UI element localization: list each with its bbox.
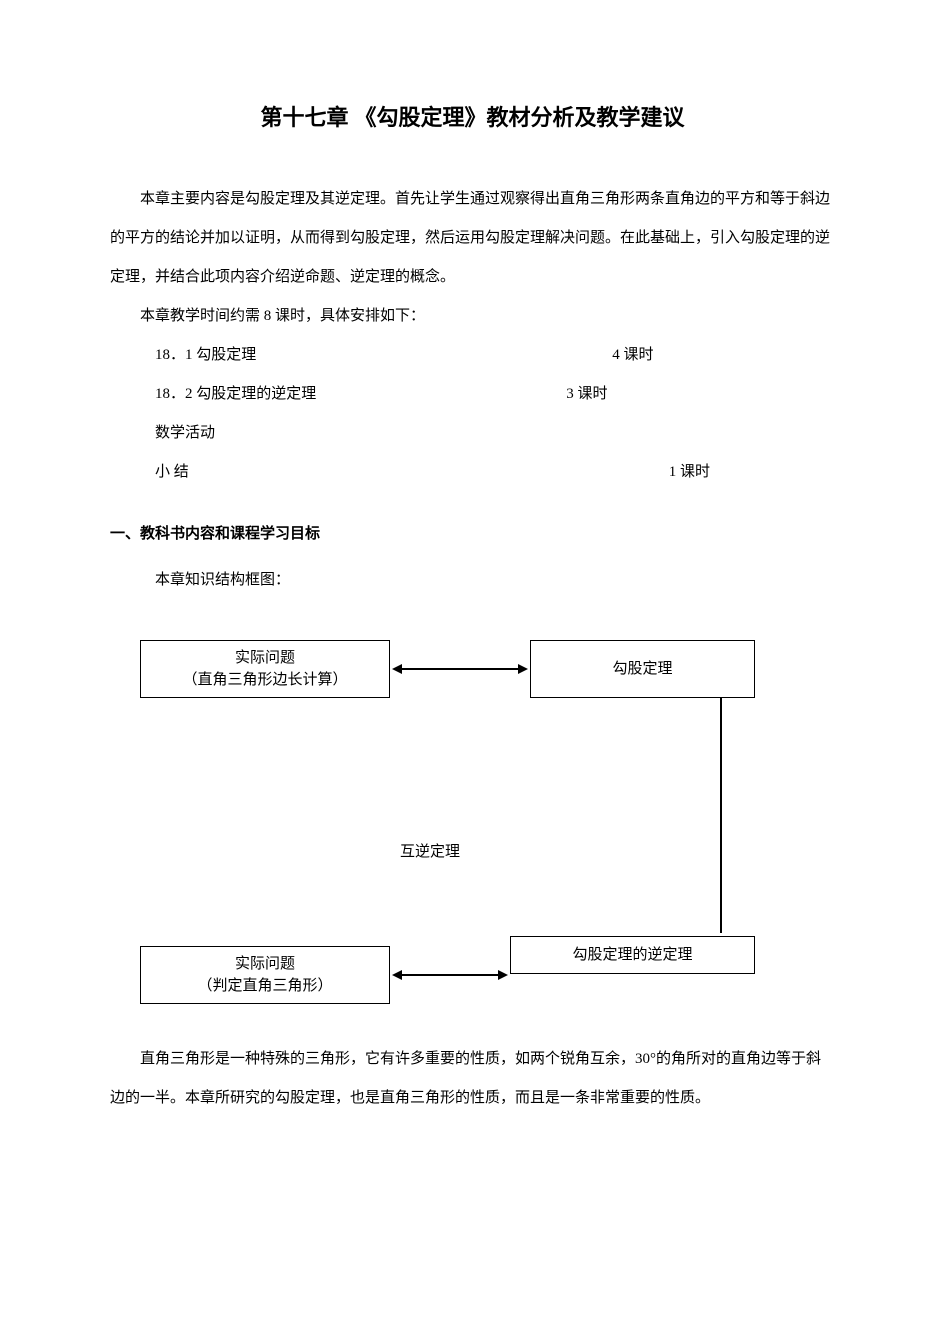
box-text: 实际问题 [235, 953, 295, 976]
diagram-box-top-right: 勾股定理 [530, 640, 755, 698]
box-text: （判定直角三角形） [197, 975, 332, 998]
schedule-intro: 本章教学时间约需 8 课时，具体安排如下： [110, 297, 835, 336]
schedule-row: 数学活动 [110, 414, 835, 453]
schedule-row: 18．2 勾股定理的逆定理 3 课时 [110, 375, 835, 414]
arrow-head-icon [392, 664, 402, 674]
diagram-center-label: 互逆定理 [400, 840, 460, 861]
section-1-heading: 一、教科书内容和课程学习目标 [110, 522, 835, 543]
arrow-head-icon [498, 970, 508, 980]
box-text: （直角三角形边长计算） [182, 669, 347, 692]
closing-paragraph: 直角三角形是一种特殊的三角形，它有许多重要的性质，如两个锐角互余，30°的角所对… [110, 1040, 835, 1118]
diagram-box-bottom-right: 勾股定理的逆定理 [510, 936, 755, 974]
diagram-box-bottom-left: 实际问题 （判定直角三角形） [140, 946, 390, 1004]
schedule-hours: 3 课时 [566, 375, 607, 414]
intro-paragraph: 本章主要内容是勾股定理及其逆定理。首先让学生通过观察得出直角三角形两条直角边的平… [110, 180, 835, 297]
arrow-line-icon [400, 668, 520, 670]
schedule-label: 数学活动 [155, 414, 215, 453]
schedule-hours: 4 课时 [612, 336, 653, 375]
schedule-row: 小 结 1 课时 [110, 453, 835, 492]
schedule-label: 18．2 勾股定理的逆定理 [155, 375, 316, 414]
schedule-row: 18．1 勾股定理 4 课时 [110, 336, 835, 375]
section-1-sub: 本章知识结构框图： [110, 561, 835, 600]
arrow-head-icon [518, 664, 528, 674]
schedule-label: 小 结 [155, 453, 189, 492]
diagram-box-top-left: 实际问题 （直角三角形边长计算） [140, 640, 390, 698]
page-title: 第十七章 《勾股定理》教材分析及教学建议 [110, 100, 835, 132]
box-text: 勾股定理的逆定理 [572, 944, 692, 967]
arrow-line-icon [720, 698, 722, 933]
box-text: 勾股定理 [612, 658, 672, 681]
schedule-label: 18．1 勾股定理 [155, 336, 256, 375]
arrow-head-icon [392, 970, 402, 980]
knowledge-structure-diagram: 实际问题 （直角三角形边长计算） 勾股定理 实际问题 （判定直角三角形） 勾股定… [110, 640, 835, 1020]
arrow-line-icon [400, 974, 500, 976]
box-text: 实际问题 [235, 647, 295, 670]
schedule-hours: 1 课时 [669, 453, 710, 492]
